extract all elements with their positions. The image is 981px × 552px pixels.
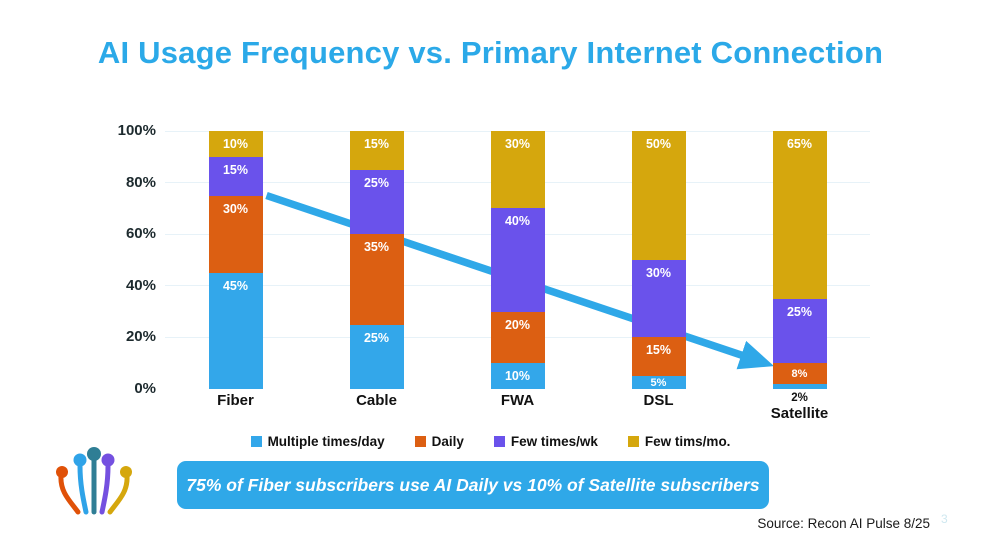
- y-tick-label: 80%: [125, 173, 156, 191]
- x-axis-labels: Fiber Cable FWA DSL 2% Satellite: [165, 392, 870, 422]
- bar-segment-label: 45%: [222, 278, 249, 293]
- bar-fiber: 45% 30% 15% 10%: [208, 131, 263, 389]
- bar-segment: 20%: [490, 311, 545, 364]
- x-axis-cell-cable: Cable: [306, 392, 447, 422]
- bar-segment: 30%: [490, 131, 545, 209]
- bar-dsl: 5% 15% 30% 50%: [631, 131, 686, 389]
- bar-segment-label: 8%: [791, 367, 808, 380]
- x-axis-cell-fwa: FWA: [447, 392, 588, 422]
- bar-segment-label: 30%: [222, 201, 249, 216]
- y-tick-label: 60%: [125, 225, 156, 243]
- legend-label: Multiple times/day: [267, 434, 385, 449]
- logo-strand-teal: [87, 447, 101, 515]
- bar-cable: 25% 35% 25% 15%: [349, 131, 404, 389]
- below-axis-value-label: 2%: [791, 392, 808, 404]
- category-label: DSL: [643, 392, 674, 409]
- y-tick-label: 20%: [125, 328, 156, 346]
- y-tick-label: 0%: [134, 380, 156, 397]
- category-label: FWA: [500, 392, 535, 409]
- plot-area: 45% 30% 15% 10% 25% 35% 25% 15% 10% 20% 40% 30% 5% 15…: [165, 130, 870, 389]
- bar-segment-label: 25%: [363, 175, 390, 190]
- y-tick-label: 100%: [117, 122, 156, 139]
- legend-swatch: [250, 436, 262, 447]
- bar-segment: 15%: [631, 337, 686, 377]
- bar-segment: 25%: [772, 298, 827, 364]
- y-axis: 0% 20% 40% 60% 80% 100%: [84, 122, 156, 397]
- bar-segment: 25%: [349, 169, 404, 235]
- bar-segment-label: 10%: [222, 137, 249, 152]
- y-tick-label: 40%: [125, 276, 156, 294]
- fiber-strands-logo: [56, 447, 132, 515]
- bar-segment-label: 30%: [504, 137, 531, 152]
- legend-item: Few tims/mo.: [627, 434, 731, 449]
- bar-segment: 25%: [349, 324, 404, 389]
- legend-item: Multiple times/day: [250, 434, 385, 449]
- bar-segment-label: 5%: [650, 376, 667, 389]
- page-title: AI Usage Frequency vs. Primary Internet …: [97, 35, 884, 70]
- category-label: Satellite: [770, 405, 829, 422]
- x-axis-cell-fiber: Fiber: [165, 392, 306, 422]
- legend-label: Daily: [431, 434, 464, 449]
- bar-segment-label: 15%: [645, 343, 672, 358]
- legend-swatch: [493, 436, 505, 447]
- logo-strand-orange: [56, 466, 81, 515]
- category-label: Fiber: [217, 392, 254, 409]
- bar-segment: 10%: [490, 363, 545, 389]
- legend-swatch: [414, 436, 426, 447]
- legend-label: Few tims/mo.: [644, 434, 731, 449]
- bar-segment-label: 35%: [363, 240, 390, 255]
- bar-segment-label: 25%: [363, 330, 390, 345]
- bar-segment: 50%: [631, 131, 686, 261]
- legend-item: Daily: [414, 434, 464, 449]
- bar-segment-label: 30%: [645, 266, 672, 281]
- bar-segment: 45%: [208, 272, 263, 389]
- logo-strand-blue: [73, 453, 89, 515]
- bar-fwa: 10% 20% 40% 30%: [490, 131, 545, 389]
- bar-segment: 40%: [490, 208, 545, 312]
- bar-segment: 65%: [772, 131, 827, 299]
- source-credit: Source: Recon AI Pulse 8/25: [757, 516, 930, 531]
- bar-segment-label: 10%: [504, 369, 531, 384]
- bar-segment: 15%: [208, 156, 263, 196]
- bar-segment: [772, 383, 827, 389]
- logo-strand-purple: [99, 453, 115, 515]
- bar-segment: 30%: [208, 195, 263, 273]
- bar-satellite: 8% 25% 65%: [772, 131, 827, 389]
- bar-segment-label: 50%: [645, 137, 672, 152]
- bar-segment: 35%: [349, 234, 404, 325]
- bar-segment: 15%: [349, 131, 404, 170]
- bar-segment-label: 15%: [363, 137, 390, 152]
- legend-item: Few times/wk: [493, 434, 598, 449]
- chart-legend: Multiple times/day Daily Few times/wk Few t…: [0, 434, 981, 449]
- bar-segment: 10%: [208, 131, 263, 157]
- x-axis-cell-satellite: 2% Satellite: [729, 392, 870, 422]
- bar-segment: 5%: [631, 376, 686, 389]
- logo-strand-gold: [107, 466, 132, 515]
- bar-segment-label: 15%: [222, 162, 249, 177]
- bar-segment: 30%: [631, 260, 686, 338]
- bar-segment-label: 65%: [786, 137, 813, 152]
- x-axis-cell-dsl: DSL: [588, 392, 729, 422]
- category-label: Cable: [356, 392, 397, 409]
- gridline-100: [165, 130, 870, 132]
- legend-label: Few times/wk: [510, 434, 598, 449]
- legend-swatch: [627, 436, 639, 447]
- bar-segment-label: 20%: [504, 317, 531, 332]
- bar-segment-label: 25%: [786, 304, 813, 319]
- page-number: 3: [941, 512, 948, 526]
- bar-segment: 8%: [772, 363, 827, 384]
- bar-segment-label: 40%: [504, 214, 531, 229]
- insight-callout: 75% of Fiber subscribers use AI Daily vs…: [177, 461, 769, 509]
